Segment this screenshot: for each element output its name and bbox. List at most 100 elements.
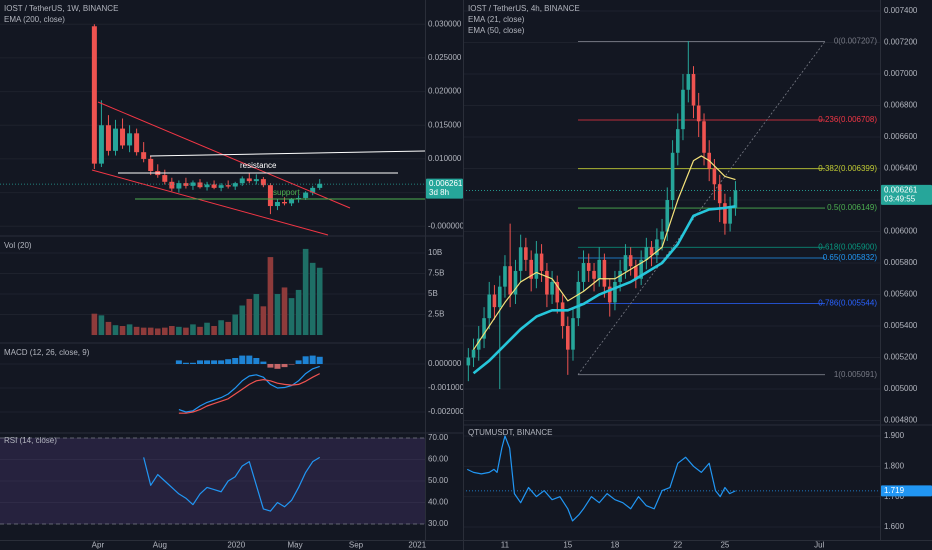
volume-bar (295, 289, 302, 336)
candle-body (655, 239, 659, 256)
histogram-bar (225, 359, 232, 364)
volume-bar (169, 326, 175, 336)
histogram-bar (295, 360, 302, 364)
y-tick-label: 0.005800 (884, 258, 918, 267)
candle-body (476, 338, 481, 350)
y-tick-label: 40.00 (428, 498, 449, 507)
candle-body (649, 247, 654, 256)
candle-body (560, 302, 565, 327)
fib-label: 0.382(0.006399) (818, 164, 877, 173)
y-tick-label: 0.007200 (884, 38, 918, 47)
volume-bar (190, 324, 196, 336)
volume-bar (140, 327, 147, 336)
candle-body (634, 266, 638, 279)
series-line (143, 456, 321, 512)
volume-bar (211, 326, 217, 336)
y-tick-label: 1.900 (884, 431, 905, 440)
candle-body (112, 128, 118, 151)
candle-body (134, 133, 140, 153)
candle-body (232, 183, 238, 187)
fib-label: 0(0.007207) (834, 37, 877, 46)
countdown-label: 03:49:55 (884, 195, 916, 204)
y-tick-label: 1.800 (884, 461, 905, 470)
annotation: resistance (240, 161, 277, 170)
candle-body (712, 168, 717, 185)
volume-bar (133, 326, 140, 336)
fib-label: 0.618(0.005900) (818, 242, 877, 251)
x-tick-label: Apr (92, 541, 105, 550)
volume-bar (302, 248, 309, 336)
pane-title: QTUMUSDT, BINANCE (468, 428, 552, 437)
y-tick-label: 2.5B (428, 310, 444, 319)
volume-bar (105, 321, 112, 336)
y-tick-label: 0.005200 (884, 353, 918, 362)
candle-body (471, 349, 476, 358)
y-tick-label: 10B (428, 248, 442, 257)
trend-line (149, 150, 426, 157)
y-tick-label: 0.005400 (884, 321, 918, 330)
legend-entry: EMA (50, close) (468, 26, 525, 35)
chart-title: IOST / TetherUS, 1W, BINANCE (4, 4, 118, 13)
y-tick-label: 70.00 (428, 433, 449, 442)
candle-body (639, 259, 643, 279)
candle-body (303, 192, 309, 198)
volume-bar (197, 326, 203, 336)
histogram-bar (239, 355, 246, 364)
candle-body (665, 200, 670, 232)
candle-body (148, 158, 154, 172)
candle-body (253, 179, 259, 182)
candle-body (105, 125, 111, 151)
x-tick-label: 18 (610, 541, 619, 550)
candle-body (571, 318, 575, 350)
histogram-bar (175, 360, 182, 364)
candle-body (524, 247, 528, 260)
candle-body (497, 286, 502, 308)
volume-bar (246, 298, 253, 336)
candle-body (728, 207, 732, 224)
candle-body (508, 266, 512, 295)
fib-trend (577, 41, 826, 375)
drawings (91, 101, 426, 236)
fib-label: 0.65(0.005832) (823, 253, 878, 262)
y-tick-label: 0.015000 (428, 120, 462, 129)
histogram-bar (316, 356, 323, 364)
candle-body (518, 247, 523, 271)
volume-bar (126, 324, 133, 336)
series-line (178, 373, 320, 414)
volume-bar (98, 315, 105, 336)
chart-title: IOST / TetherUS, 4h, BINANCE (468, 4, 580, 13)
volume-bar (119, 326, 126, 336)
histogram-bar (218, 360, 225, 364)
candle-body (686, 74, 691, 90)
histogram-bar (267, 363, 274, 368)
candle-body (218, 185, 224, 188)
annotation: support (273, 188, 300, 197)
histogram-bar (232, 357, 239, 364)
candle-body (513, 270, 518, 295)
candle-body (581, 263, 586, 282)
histogram-bar (274, 363, 281, 369)
volume-bar (309, 262, 316, 336)
histogram-bar (197, 360, 203, 364)
series-line (472, 205, 736, 375)
candle-body (204, 184, 210, 188)
candle-body (696, 105, 701, 122)
candle-body (91, 26, 97, 164)
candle-body (702, 121, 706, 153)
y-tick-label: 0.005600 (884, 290, 918, 299)
candle-body (607, 286, 612, 303)
x-tick-label: Aug (153, 541, 167, 550)
x-tick-label: 11 (501, 541, 510, 550)
y-tick-label: 0.006800 (884, 101, 918, 110)
pane-title: Vol (20) (4, 241, 32, 250)
y-tick-label: -0.001000 (428, 383, 465, 392)
candle-body (482, 318, 486, 339)
y-tick-label: 30.00 (428, 519, 449, 528)
y-tick-label: 0.010000 (428, 154, 462, 163)
candle-body (267, 185, 273, 207)
y-tick-label: 0.006400 (884, 164, 918, 173)
candle-body (120, 128, 126, 146)
candle-body (211, 184, 217, 188)
y-tick-label: 50.00 (428, 476, 449, 485)
